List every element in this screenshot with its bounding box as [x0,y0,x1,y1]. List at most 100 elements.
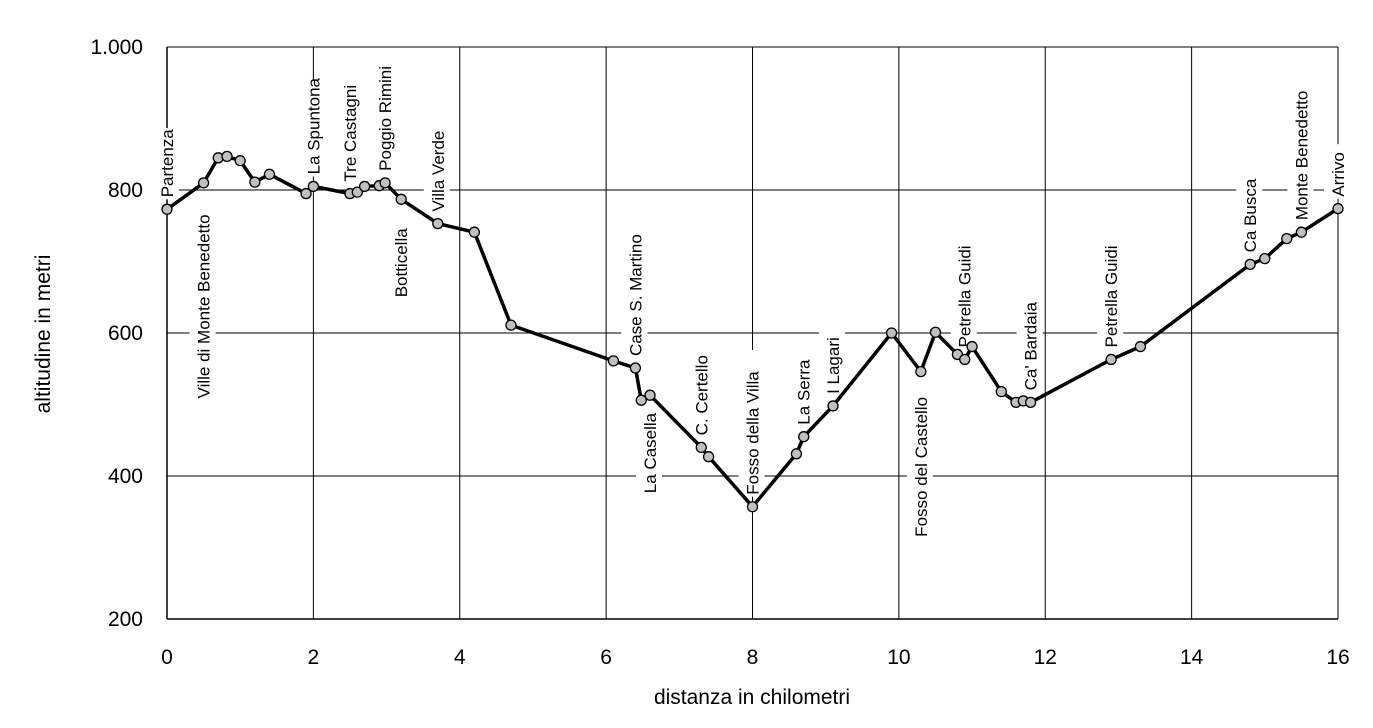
data-point [1281,232,1293,245]
place-label: La Serra [789,355,816,427]
place-label: La Spuntona [299,77,326,177]
place-label-text: Fosso del Castello [912,397,931,537]
place-label: Fosso della Villa [738,349,765,497]
place-label-text: La Spuntona [304,77,323,174]
place-label-bg [299,80,326,177]
data-point [1259,252,1271,265]
place-label-text: Ca' Bardaia [1022,302,1041,391]
data-point [695,441,707,454]
data-point [959,353,971,366]
place-label-text: Case S. Martino [626,234,645,356]
x-tick-label: 4 [454,646,466,669]
data-point [249,176,261,188]
place-label-text: Fosso della Villa [744,371,763,495]
place-label-bg [153,128,179,200]
data-point [432,217,444,230]
x-tick-label: 0 [161,646,173,669]
x-tick-label: 14 [1180,646,1204,669]
place-label: I Lagari [819,324,846,396]
y-tick-label: 800 [108,179,143,202]
data-point [607,355,620,367]
place-label-text: Ville di Monte Benedetto [195,214,214,398]
data-point [468,226,481,238]
place-label-bg [1324,144,1350,199]
data-point [263,168,276,180]
place-label-bg [621,228,648,359]
x-tick-label: 12 [1034,646,1057,669]
place-label-bg [738,349,765,497]
data-point [221,150,233,163]
place-label-bg [1236,183,1263,255]
y-tick-label: 600 [108,322,143,345]
place-label-text: La Casella [641,412,660,493]
data-point [827,400,839,412]
x-tick-label: 2 [308,646,320,669]
data-point [635,394,647,406]
data-point [629,362,642,374]
data-point [1332,202,1344,215]
place-labels: Partenza Ville di Monte Benedetto La Spunt… [153,59,1350,539]
place-label: La Casella [636,407,663,496]
y-tick-label: 1.000 [90,36,143,59]
place-label: Petrella Guidi [950,227,977,350]
place-label: Petrella Guidi [1097,227,1124,350]
place-label-bg [1097,227,1124,350]
data-point [1134,340,1147,353]
x-tick-label: 8 [747,646,759,669]
data-point [644,389,656,401]
place-label-text: Arrivo [1329,152,1348,196]
x-tick-label: 16 [1326,646,1349,669]
data-point [702,451,715,463]
place-label-text: Partenza [158,129,177,198]
data-point [395,193,407,205]
data-points [161,150,1344,513]
place-label-text: Ca Busca [1241,178,1260,252]
data-point [300,187,312,200]
x-tick-label: 6 [600,646,612,669]
place-label: Villa Verde [423,117,450,214]
place-label: Monte Benedetto [1287,91,1314,223]
data-point [915,365,927,378]
place-label-text: Botticella [392,228,411,298]
place-label: Tre Castagni [335,78,362,184]
data-point [746,501,759,513]
y-tick-label: 200 [108,608,143,631]
place-label-bg [1016,295,1043,393]
place-label-bg [789,355,816,427]
place-label-bg [371,59,398,173]
place-label: Ca Busca [1236,178,1263,255]
place-label-text: C. Certello [692,355,711,435]
data-point [351,186,363,198]
place-label-bg [189,194,216,401]
place-label: Poggio Rimini [371,59,398,173]
place-label-text: Petrella Guidi [1102,245,1121,347]
axis-ticks: 200 400 600 800 1.000 0 2 4 6 8 10 12 14 16 [90,36,1349,669]
place-label-text: Villa Verde [429,131,448,212]
place-label-text: La Serra [795,359,814,425]
data-point [307,180,320,193]
place-label-text: I Lagari [824,337,843,394]
place-label-bg [423,117,450,214]
data-point [197,177,210,189]
data-point [798,431,810,443]
place-label-text: Monte Benedetto [1292,91,1311,220]
place-label-text: Poggio Rimini [376,66,395,171]
place-label-bg [687,341,714,438]
place-label-bg [335,78,362,184]
y-tick-label: 400 [108,465,143,488]
x-tick-label: 10 [887,646,910,669]
data-point [1024,396,1037,409]
place-label-bg [819,324,846,396]
data-point [929,326,942,338]
place-label: Fosso del Castello [906,383,933,539]
place-label-bg [906,383,933,539]
place-label: Partenza [153,128,179,200]
y-axis-title: altitudine in metri [32,255,55,414]
place-label-bg [950,227,977,350]
data-point [966,340,978,353]
place-label-bg [636,407,663,496]
place-label: Ville di Monte Benedetto [189,194,216,401]
place-label: C. Certello [687,341,714,438]
data-point [234,155,246,167]
